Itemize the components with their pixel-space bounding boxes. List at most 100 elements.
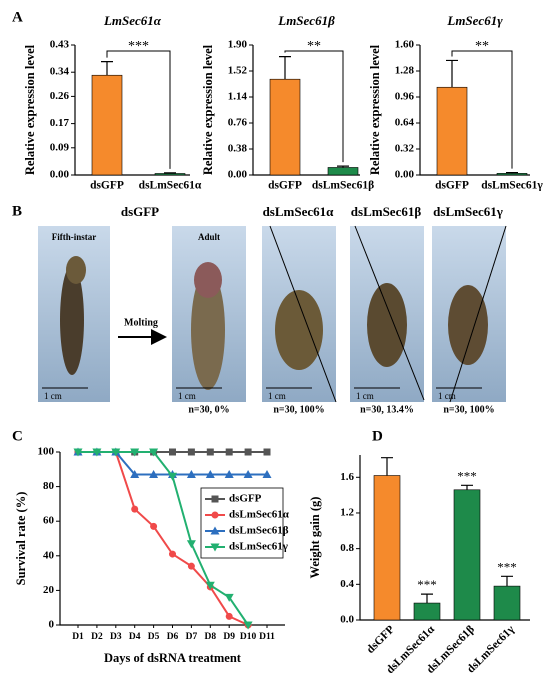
group-title: dsLmSec61α <box>263 204 335 219</box>
data-point <box>130 469 140 478</box>
data-point <box>263 448 271 456</box>
significance-label: *** <box>417 577 437 592</box>
y-tick-label: 1.90 <box>228 39 248 51</box>
significance-label: *** <box>128 39 149 54</box>
panel-label: B <box>12 203 22 219</box>
bracket <box>284 50 344 163</box>
legend-marker <box>210 543 220 552</box>
significance-label: ** <box>475 39 489 54</box>
y-tick-label: 0.17 <box>50 117 70 129</box>
data-point <box>186 540 196 549</box>
y-tick-label: 0.34 <box>50 66 70 78</box>
bar <box>413 602 441 621</box>
group-title: dsLmSec61γ <box>433 204 503 219</box>
y-tick-label: 1.6 <box>340 471 354 483</box>
x-tick-label: D11 <box>259 632 275 642</box>
x-tick-label: D2 <box>91 632 103 642</box>
data-point <box>169 550 176 558</box>
x-tick-label: dsGFP <box>90 180 124 192</box>
data-point <box>169 448 176 456</box>
scale-bar-label: 1 cm <box>438 391 456 401</box>
error-bar <box>164 172 176 174</box>
error-bar <box>421 593 433 604</box>
scale-bar-label: 1 cm <box>44 391 62 401</box>
error-bar <box>461 484 473 490</box>
result-label: n=30, 100% <box>273 404 324 415</box>
stage-label: Adult <box>198 232 220 242</box>
x-tick-label: D9 <box>223 632 235 642</box>
y-tick-label: 0.38 <box>228 143 248 155</box>
error-bar <box>337 165 349 168</box>
y-axis-label: Relative expression level <box>23 44 37 175</box>
photo: 1 cm <box>432 225 507 403</box>
panel-label: C <box>12 428 23 444</box>
x-tick-label: dsLmSec61β <box>312 180 374 192</box>
y-tick-label: 60 <box>43 515 55 527</box>
y-tick-label: 0.09 <box>50 141 70 153</box>
bar <box>453 489 481 621</box>
bar <box>493 585 521 621</box>
data-point <box>168 472 177 481</box>
data-point <box>243 469 253 478</box>
data-point <box>262 469 272 478</box>
x-tick-label: dsLmSec61α <box>139 180 202 192</box>
photo: 1 cm <box>350 225 425 402</box>
y-tick-label: 80 <box>43 480 55 492</box>
group-title: dsGFP <box>121 204 159 219</box>
x-tick-label: D8 <box>204 632 216 642</box>
bar <box>327 167 359 176</box>
error-bar <box>446 59 458 88</box>
data-point <box>205 581 215 590</box>
y-tick-label: 0.00 <box>395 169 415 181</box>
data-point <box>244 448 252 456</box>
data-point <box>73 448 83 457</box>
legend-marker <box>210 526 220 535</box>
error-bar <box>101 61 113 76</box>
x-tick-label: dsGFP <box>365 624 397 656</box>
data-point <box>243 621 253 630</box>
axis <box>252 45 360 176</box>
y-axis-label: Weight gain (g) <box>308 497 322 579</box>
x-tick-label: D4 <box>129 632 141 642</box>
y-tick-label: 0.32 <box>395 143 415 155</box>
scale-bar-label: 1 cm <box>356 391 374 401</box>
data-point <box>186 469 196 478</box>
bar <box>436 86 468 176</box>
y-tick-label: 0.8 <box>340 542 354 554</box>
bracket <box>106 50 171 169</box>
y-tick-label: 1.28 <box>395 65 415 77</box>
stage-label: Fifth-instar <box>52 232 97 242</box>
legend-marker <box>211 495 219 503</box>
axis <box>419 45 530 176</box>
chart-title: LmSec61α <box>103 13 162 28</box>
panel-label: D <box>372 428 383 444</box>
scale-bar-label: 1 cm <box>178 391 196 401</box>
legend-label: dsGFP <box>229 493 262 505</box>
y-tick-label: 0.64 <box>395 117 415 129</box>
legend-label: dsLmSec61α <box>229 509 290 521</box>
y-tick-label: 1.52 <box>228 65 248 77</box>
significance-label: *** <box>457 468 477 483</box>
photo: 1 cm <box>262 225 337 403</box>
y-tick-label: 1.2 <box>340 507 354 519</box>
bracket <box>451 50 513 169</box>
x-tick-label: D10 <box>240 632 257 642</box>
bar <box>496 173 528 176</box>
y-axis-label: Survival rate (%) <box>14 492 28 586</box>
y-tick-label: 0.0 <box>340 614 354 626</box>
chart-title: LmSec61γ <box>446 13 503 28</box>
data-point <box>149 448 159 457</box>
data-point <box>187 448 195 456</box>
y-tick-label: 0.43 <box>50 39 70 51</box>
y-tick-label: 0.00 <box>50 169 70 181</box>
photo: Fifth-instar 1 cm <box>38 226 110 402</box>
x-tick-label: D7 <box>186 632 198 642</box>
data-point <box>205 469 215 478</box>
error-bar <box>506 171 518 174</box>
group-title: dsLmSec61β <box>351 204 422 219</box>
error-bar <box>501 575 513 587</box>
data-point <box>206 448 214 456</box>
x-tick-label: D5 <box>148 632 160 642</box>
x-tick-label: dsGFP <box>435 180 469 192</box>
data-point <box>224 469 234 478</box>
